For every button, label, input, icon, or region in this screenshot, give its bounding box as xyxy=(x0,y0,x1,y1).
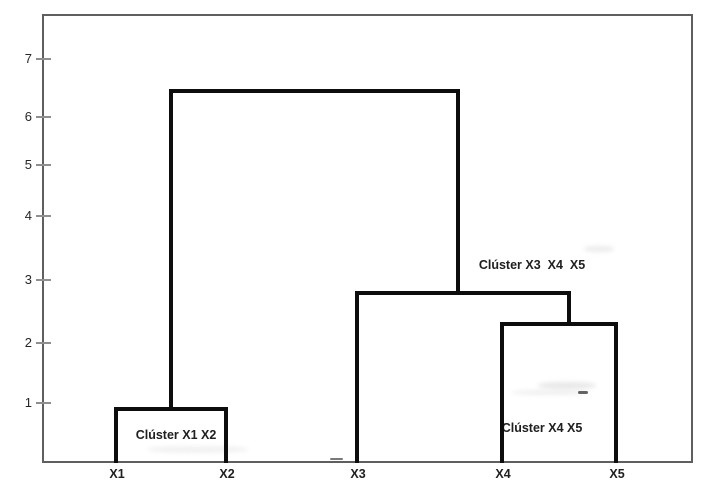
x-axis-leaf-label: X1 xyxy=(109,467,125,481)
y-axis-tick-label: 5 xyxy=(24,157,32,172)
artifact-dash xyxy=(578,391,588,394)
cluster-label-x3-x4-x5: Clúster X3 X4 X5 xyxy=(478,258,586,272)
dendrogram-branch-line xyxy=(224,406,228,463)
y-axis-tick xyxy=(36,342,51,344)
y-axis-tick xyxy=(36,116,51,118)
dendrogram-branch-line xyxy=(114,406,118,463)
dendrogram-merge-bar xyxy=(355,290,571,295)
x-axis-leaf-label: X4 xyxy=(495,467,511,481)
dendrogram-merge-bar xyxy=(169,88,460,93)
y-axis-tick-label: 3 xyxy=(24,272,32,287)
artifact-dash xyxy=(330,458,343,460)
dendrogram-branch-line xyxy=(614,322,618,463)
y-axis-tick xyxy=(36,215,51,217)
dendrogram-branch-line xyxy=(456,88,460,295)
y-axis-tick xyxy=(36,58,51,60)
y-axis-tick xyxy=(36,279,51,281)
plot-area-frame xyxy=(42,14,693,463)
cluster-label-x1-x2: Clúster X1 X2 xyxy=(135,428,217,442)
dendrogram-branch-line xyxy=(355,290,359,463)
x-axis-leaf-label: X5 xyxy=(609,467,625,481)
artifact-smudge xyxy=(584,246,614,252)
cluster-label-x4-x5: Clúster X4 X5 xyxy=(501,421,583,435)
y-axis-tick-label: 2 xyxy=(24,335,32,350)
artifact-smudge xyxy=(512,390,587,395)
y-axis-tick-label: 1 xyxy=(24,395,32,410)
dendrogram-merge-bar xyxy=(500,322,618,327)
y-axis-tick xyxy=(36,402,51,404)
artifact-smudge xyxy=(148,446,248,453)
y-axis-tick-label: 4 xyxy=(24,208,32,223)
artifact-smudge xyxy=(538,382,596,389)
x-axis-leaf-label: X3 xyxy=(350,467,366,481)
x-axis-leaf-label: X2 xyxy=(219,467,235,481)
y-axis-tick xyxy=(36,164,51,166)
dendrogram-branch-line xyxy=(567,290,571,327)
y-axis-tick-label: 7 xyxy=(24,51,32,66)
y-axis-tick-label: 6 xyxy=(24,109,32,124)
dendrogram-branch-line xyxy=(500,322,504,463)
dendrogram-branch-line xyxy=(169,88,173,411)
